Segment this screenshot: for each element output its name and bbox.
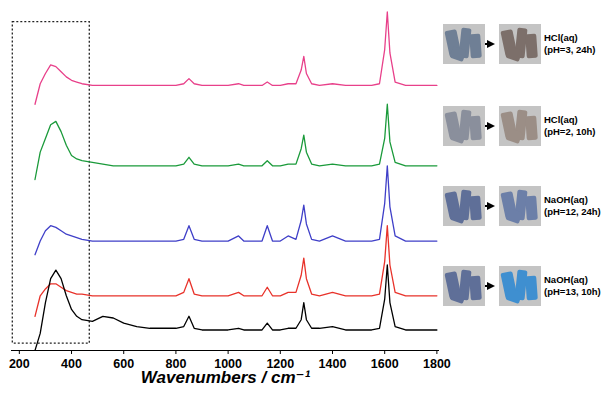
svg-text:400: 400 (61, 357, 82, 371)
svg-text:800: 800 (165, 357, 187, 372)
html-text:(pH=12, 24h): (pH=12, 24h) (544, 206, 601, 217)
html-text:HCl(aq): HCl(aq) (544, 32, 578, 43)
svg-text:1200: 1200 (266, 357, 295, 372)
html-text:(pH=13, 10h): (pH=13, 10h) (544, 286, 601, 297)
svg-text:1000: 1000 (214, 357, 242, 372)
html-text:NaOH(aq): NaOH(aq) (544, 194, 588, 205)
html-text:(pH=3, 24h): (pH=3, 24h) (544, 44, 596, 55)
svg-text:1600: 1600 (371, 357, 399, 371)
svg-text:1400: 1400 (319, 357, 347, 371)
html-text:HCl(aq): HCl(aq) (544, 114, 578, 125)
svg-text:600: 600 (113, 357, 134, 371)
svg-text:Wavenumbers / cm⁻¹: Wavenumbers / cm⁻¹ (141, 368, 311, 387)
html-text:NaOH(aq): NaOH(aq) (544, 274, 588, 285)
svg-text:200: 200 (9, 357, 30, 371)
html-text:(pH=2, 10h): (pH=2, 10h) (544, 126, 596, 137)
svg-text:1800: 1800 (423, 357, 451, 371)
